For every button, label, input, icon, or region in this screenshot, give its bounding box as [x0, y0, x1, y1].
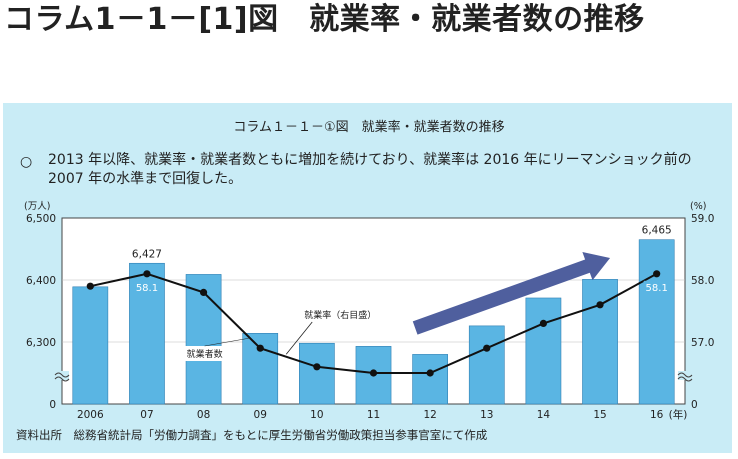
x-tick-label: 08 [197, 409, 210, 421]
left-axis-unit: (万人) [24, 201, 50, 212]
bar [185, 274, 222, 405]
right-tick-label: 0 [691, 399, 698, 411]
left-tick-label: 6,300 [26, 337, 56, 349]
axis-break-wave [54, 372, 70, 378]
line-point [313, 363, 321, 371]
line-point [256, 344, 264, 352]
summary-bullet: ○ [20, 154, 33, 170]
figure-title: コラム１－１－①図 就業率・就業者数の推移 [233, 120, 505, 135]
rate-annotation-pointer [285, 321, 313, 355]
left-tick-label: 0 [49, 399, 56, 411]
rate-label-bg [133, 280, 160, 294]
rate-label-bg [643, 280, 670, 294]
x-tick-label: 15 [593, 409, 606, 421]
right-axis-break [677, 371, 693, 382]
x-tick-label: 09 [254, 409, 267, 421]
x-tick-label: 14 [537, 409, 551, 421]
rate-annotation: 就業率（右目盛） [304, 309, 376, 321]
right-tick-label: 57.0 [691, 337, 714, 349]
bars-annotation-pointer [204, 337, 251, 347]
bar [468, 325, 505, 405]
rate-value-label: 58.1 [646, 283, 668, 294]
bar [638, 239, 675, 405]
page-heading: コラム1－1－[1]図 就業率・就業者数の推移 [4, 2, 645, 37]
source-note: 資料出所 総務省統計局「労働力調査」をもとに厚生労働省労働政策担当参事官室にて作… [16, 428, 488, 442]
line-point [653, 270, 661, 278]
chart-labels: 6,427 58.1 6,465 58.1 就業率（右目盛） 就業者数 [132, 225, 672, 361]
right-axis-unit: (%) [690, 201, 706, 212]
left-tick-label: 6,400 [26, 275, 56, 287]
trend-arrow [412, 251, 611, 335]
x-tick-label: 07 [140, 409, 153, 421]
line-point [143, 270, 151, 278]
bar [72, 286, 109, 405]
axis-break-wave [677, 372, 693, 378]
bar-value-label: 6,465 [642, 225, 672, 237]
chart-line [86, 270, 661, 377]
line-point [426, 369, 434, 377]
line-point [86, 282, 94, 290]
bars-annotation: 就業者数 [187, 348, 223, 360]
x-tick-label: 11 [367, 409, 380, 421]
right-tick-label: 58.0 [691, 275, 714, 287]
axis-break-wave [54, 376, 70, 382]
x-axis-unit: (年) [669, 408, 688, 421]
line-point [483, 344, 491, 352]
bar [242, 333, 279, 405]
line-point [369, 369, 378, 377]
bar [412, 354, 448, 405]
left-axis-break [54, 371, 70, 382]
chart-axes: 6,500 6,400 6,300 0 59.0 58.0 57.0 0 (万人) (%) 2006… [24, 201, 714, 421]
axis-break-wave [677, 376, 693, 382]
line-point [596, 301, 604, 309]
trend-arrow-shape [412, 251, 611, 335]
left-tick-label: 6,500 [26, 213, 56, 225]
line-point [199, 288, 208, 296]
bar [299, 342, 335, 405]
x-tick-label: 2006 [77, 409, 104, 421]
x-tick-label: 10 [310, 409, 323, 421]
bar [525, 297, 562, 405]
rate-value-label: 58.1 [136, 283, 158, 294]
x-tick-label: 12 [423, 409, 436, 421]
x-tick-label: 16 [650, 409, 664, 421]
bar-value-label: 6,427 [132, 248, 162, 260]
line-point [539, 319, 548, 327]
bars-annotation-bg [181, 346, 228, 361]
bar [582, 279, 618, 405]
x-tick-label: 13 [480, 409, 493, 421]
summary-text: 2013 年以降、就業率・就業者数ともに増加を続けており、就業率は 2016 年… [48, 152, 692, 187]
right-tick-label: 59.0 [691, 213, 714, 225]
